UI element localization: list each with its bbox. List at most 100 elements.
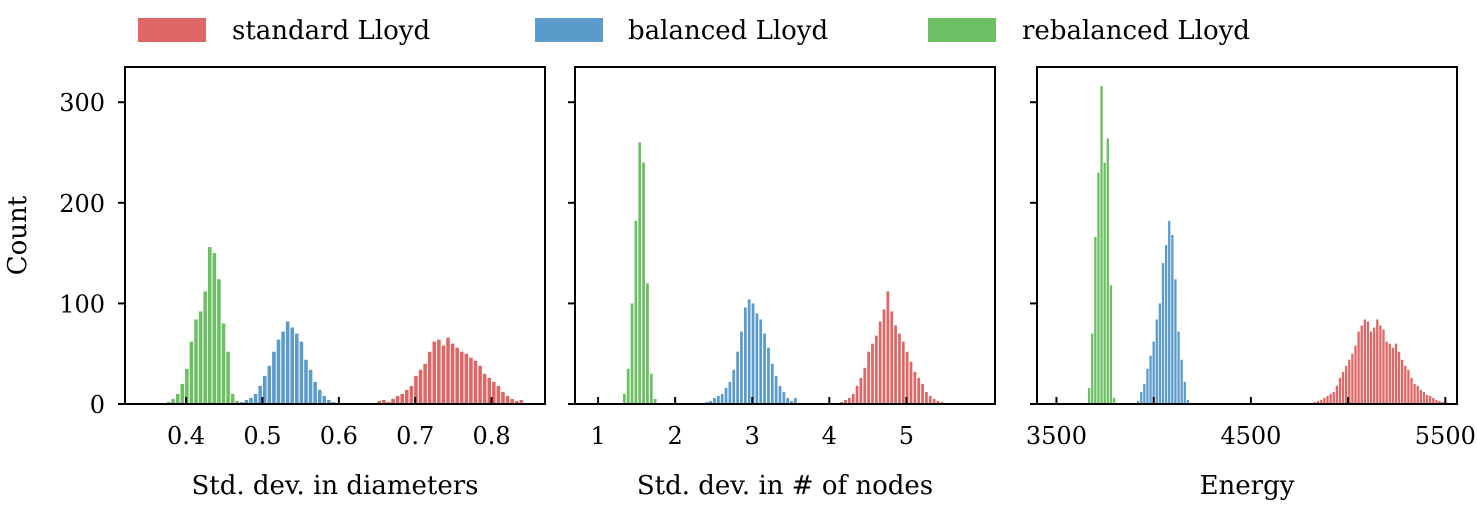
bar-rebalanced-lloyd-2 [175,393,180,404]
bar-standard-lloyd-34 [1419,389,1422,404]
bar-balanced-lloyd-11 [1171,235,1174,404]
legend-swatch-balanced-lloyd [535,18,603,42]
bar-standard-lloyd-26 [940,401,944,404]
bar-standard-lloyd-8 [871,343,874,404]
bar-standard-lloyd-2 [847,397,851,404]
bar-balanced-lloyd-12 [751,303,755,404]
y-tick-label: 0 [90,391,105,419]
bar-balanced-lloyd-8 [1161,263,1165,404]
bar-balanced-lloyd-5 [262,375,267,404]
bar-rebalanced-lloyd-7 [649,373,653,404]
bar-balanced-lloyd-8 [276,339,281,404]
bar-balanced-lloyd-10 [1168,220,1171,404]
x-tick-label: 1 [590,422,605,450]
x-tick-label: 3500 [1026,422,1087,450]
legend-label-rebalanced-lloyd: rebalanced Lloyd [1022,16,1250,46]
bar-balanced-lloyd-2 [713,397,716,404]
bar-rebalanced-lloyd-0 [622,393,626,404]
bar-standard-lloyd-19 [464,353,469,404]
bar-rebalanced-lloyd-0 [1087,387,1091,404]
bar-balanced-lloyd-5 [1152,341,1155,404]
bar-standard-lloyd-14 [441,345,446,404]
bar-standard-lloyd-14 [894,325,897,404]
bar-standard-lloyd-11 [427,351,432,404]
bar-balanced-lloyd-18 [774,375,778,404]
bar-balanced-lloyd-17 [770,363,774,404]
bar-standard-lloyd-4 [1326,395,1329,404]
bar-rebalanced-lloyd-4 [185,368,189,404]
plot-frame [1036,66,1458,405]
x-tick-label: 5 [899,422,914,450]
series-standard-lloyd [1313,319,1447,404]
bar-standard-lloyd-19 [913,371,917,404]
bar-balanced-lloyd-8 [736,351,739,404]
bar-standard-lloyd-22 [478,365,482,404]
bar-balanced-lloyd-18 [322,395,327,404]
bar-standard-lloyd-32 [1413,383,1416,404]
bar-standard-lloyd-6 [1332,391,1335,404]
bar-standard-lloyd-31 [519,399,524,404]
bar-balanced-lloyd-5 [724,387,728,404]
legend-swatch-rebalanced-lloyd [928,18,996,42]
x-tick-label: 0.6 [320,422,358,450]
bar-rebalanced-lloyd-9 [207,247,212,404]
bar-balanced-lloyd-0 [240,401,244,404]
series-standard-lloyd [840,291,944,404]
chart-panel-3: 3500 4500 5500 Energy [1026,66,1476,501]
bar-balanced-lloyd-6 [728,381,732,404]
bar-rebalanced-lloyd-8 [203,291,207,404]
bar-balanced-lloyd-1 [244,399,249,404]
bar-standard-lloyd-3 [851,393,855,404]
bar-balanced-lloyd-1 [1140,391,1143,404]
bar-standard-lloyd-5 [859,377,863,404]
bar-standard-lloyd-25 [1391,347,1394,404]
bar-standard-lloyd-18 [459,351,464,404]
y-tick-label: 100 [59,290,105,318]
bar-standard-lloyd-29 [510,398,514,404]
bar-rebalanced-lloyd-12 [221,323,226,404]
bar-standard-lloyd-9 [418,369,423,404]
bar-standard-lloyd-23 [1385,341,1388,404]
bar-standard-lloyd-13 [1354,345,1357,404]
bar-standard-lloyd-15 [1360,325,1363,404]
bar-balanced-lloyd-17 [317,389,322,404]
bar-balanced-lloyd-0 [705,401,709,404]
bar-balanced-lloyd-16 [767,347,770,404]
x-axis-label: Std. dev. in diameters [191,471,478,501]
x-axis-label: Energy [1200,471,1295,501]
x-tick-label: 5500 [1415,422,1476,450]
bar-balanced-lloyd-6 [267,365,272,404]
bar-balanced-lloyd-7 [272,351,276,404]
bar-balanced-lloyd-13 [755,313,759,404]
bar-balanced-lloyd-19 [778,385,782,404]
bar-rebalanced-lloyd-8 [653,398,657,404]
bar-standard-lloyd-25 [936,400,940,404]
bar-standard-lloyd-30 [514,400,519,404]
x-tick-label: 2 [668,422,683,450]
bar-balanced-lloyd-0 [1136,400,1140,404]
bar-standard-lloyd-26 [1394,343,1398,404]
bar-standard-lloyd-15 [446,337,450,404]
bar-standard-lloyd-11 [1348,359,1351,404]
x-tick-label: 0.4 [167,422,205,450]
bar-balanced-lloyd-2 [249,397,253,404]
bar-standard-lloyd-26 [496,385,501,404]
series-balanced-lloyd [705,299,797,404]
chart-panel-2: 1 2 3 4 5 Std. dev. in # of nodes [568,66,996,501]
series-balanced-lloyd [1136,220,1193,404]
bar-rebalanced-lloyd-4 [638,142,642,404]
bar-balanced-lloyd-15 [763,333,766,404]
x-tick-label: 3 [745,422,760,450]
bar-rebalanced-lloyd-2 [1094,237,1097,404]
bar-standard-lloyd-39 [1435,399,1438,404]
bar-standard-lloyd-10 [423,363,427,404]
bar-balanced-lloyd-9 [1164,245,1168,404]
series-balanced-lloyd [240,321,345,404]
bar-standard-lloyd-16 [901,341,905,404]
bar-rebalanced-lloyd-15 [235,400,240,404]
y-axis-label: Count [3,195,33,275]
bar-standard-lloyd-29 [1404,365,1407,404]
bar-balanced-lloyd-23 [794,397,797,404]
bar-balanced-lloyd-9 [740,331,743,404]
bar-standard-lloyd-9 [1341,371,1345,404]
